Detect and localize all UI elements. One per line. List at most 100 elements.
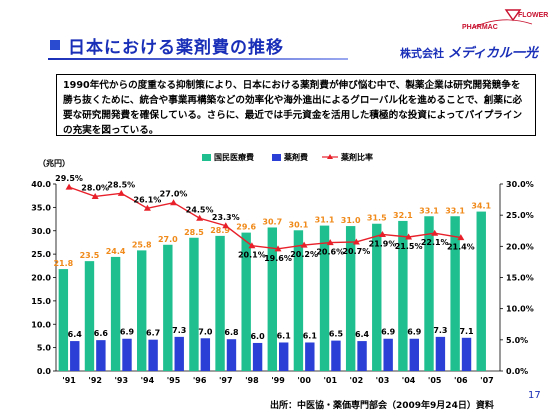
bar-drug (122, 338, 132, 371)
x-tick-label: '91 (62, 376, 76, 385)
bar-medical (215, 235, 225, 371)
bar-label-drug: 7.1 (459, 327, 474, 336)
bar-label-drug: 7.3 (172, 326, 186, 335)
x-tick-label: '00 (297, 376, 311, 385)
ratio-line (68, 186, 461, 250)
bar-label-drug: 6.7 (146, 329, 160, 338)
bar-label-medical: 29.6 (236, 223, 256, 232)
bar-label-drug: 6.9 (381, 328, 396, 337)
x-tick-label: '06 (454, 376, 468, 385)
bar-medical (345, 226, 356, 371)
bar-label-drug: 6.9 (120, 328, 135, 337)
bar-label-medical: 34.1 (471, 202, 491, 211)
description-box: 1990年代からの度重なる抑制策により、日本における薬剤費が伸び悩む中で、製薬企… (56, 74, 536, 136)
bar-label-drug: 6.1 (303, 331, 318, 340)
bar-medical (267, 227, 277, 371)
x-tick-label: '97 (219, 376, 233, 385)
y-axis-unit-label: （兆円） (38, 158, 70, 168)
bar-medical (372, 223, 382, 371)
x-tick-label: '01 (323, 376, 337, 385)
page-title: 日本における薬剤費の推移 (68, 38, 284, 58)
bar-drug (409, 338, 419, 371)
y-tick-label-left: 0.0 (37, 367, 52, 376)
ratio-point (65, 183, 73, 190)
source-note: 出所：中医協・薬価専門部会（2009年9月24日）資料 (270, 401, 494, 411)
bar-medical (293, 230, 304, 371)
bar-label-drug: 6.4 (355, 330, 370, 339)
bar-label-medical: 30.7 (262, 217, 282, 226)
y-tick-label-left: 30.0 (31, 227, 51, 236)
ratio-point (352, 238, 360, 245)
x-tick-label: '95 (167, 376, 181, 385)
ratio-point (405, 233, 413, 240)
y-tick-label-right: 25.0% (506, 211, 534, 220)
ratio-point (170, 199, 178, 206)
company-brand: メディカル一光 (447, 46, 538, 61)
title-bullet-icon (50, 40, 60, 50)
y-tick-label-left: 5.0 (37, 344, 52, 353)
bar-label-medical: 31.1 (315, 216, 335, 225)
ratio-point (143, 204, 151, 211)
legend-label-medical: 国民医療費 (214, 152, 254, 162)
bar-label-medical: 30.1 (289, 220, 309, 229)
ratio-label: 24.5% (186, 205, 214, 214)
company-prefix: 株式会社 (400, 47, 444, 60)
bar-medical (476, 211, 486, 371)
bar-label-medical: 31.5 (367, 214, 387, 223)
bar-label-medical: 28.9 (210, 226, 230, 235)
bar-label-medical: 24.4 (106, 247, 126, 256)
ratio-label: 26.1% (134, 195, 162, 204)
bar-drug (148, 339, 158, 371)
ratio-point (300, 241, 308, 248)
ratio-point (248, 242, 256, 249)
legend-label-drug: 薬剤費 (283, 152, 308, 162)
x-tick-label: '99 (271, 376, 285, 385)
bar-label-drug: 6.6 (94, 329, 109, 338)
ratio-point (378, 230, 386, 237)
ratio-point (91, 192, 99, 199)
legend-swatch-medical (202, 154, 211, 161)
bar-drug (96, 340, 106, 371)
bar-medical (319, 225, 330, 371)
y-tick-label-right: 20.0% (506, 242, 534, 251)
x-tick-label: '94 (141, 376, 155, 385)
bar-drug (252, 342, 263, 371)
x-tick-label: '92 (88, 376, 102, 385)
bar-label-drug: 6.4 (68, 330, 83, 339)
y-tick-label-left: 35.0 (31, 203, 51, 212)
ratio-label: 22.1% (421, 238, 449, 247)
bar-drug (331, 340, 341, 371)
legend-swatch-drug (272, 154, 281, 161)
ratio-label: 28.0% (81, 183, 109, 192)
bar-drug (174, 336, 184, 371)
bar-medical (137, 250, 147, 371)
bar-medical (84, 261, 95, 371)
ratio-label: 28.5% (107, 180, 135, 189)
ratio-point (222, 222, 230, 229)
x-tick-label: '93 (114, 376, 128, 385)
y-tick-label-right: 5.0% (506, 336, 528, 345)
x-tick-label: '07 (480, 376, 494, 385)
bar-label-medical: 25.8 (132, 240, 152, 249)
bar-drug (200, 338, 211, 371)
bar-drug (383, 338, 393, 371)
ratio-label: 23.3% (212, 213, 240, 222)
ratio-point (457, 234, 465, 241)
bar-medical (424, 216, 434, 371)
bar-label-medical: 32.1 (393, 211, 413, 220)
bar-label-medical: 33.1 (419, 206, 439, 215)
bar-drug (357, 341, 367, 371)
bar-medical (241, 232, 251, 371)
bar-label-medical: 21.8 (53, 259, 73, 268)
bar-label-drug: 6.0 (250, 332, 265, 341)
bar-label-drug: 7.0 (198, 327, 213, 336)
pharmac-flower-logo: PHARMAC FLOWER (462, 6, 554, 40)
x-tick-label: '02 (350, 376, 364, 385)
company-name: 株式会社 メディカル一光 (400, 42, 538, 61)
bar-medical (58, 269, 69, 371)
bar-label-medical: 27.0 (158, 235, 178, 244)
ratio-point (326, 239, 334, 246)
bar-label-medical: 28.5 (184, 228, 204, 237)
ratio-label: 20.7% (342, 247, 370, 256)
